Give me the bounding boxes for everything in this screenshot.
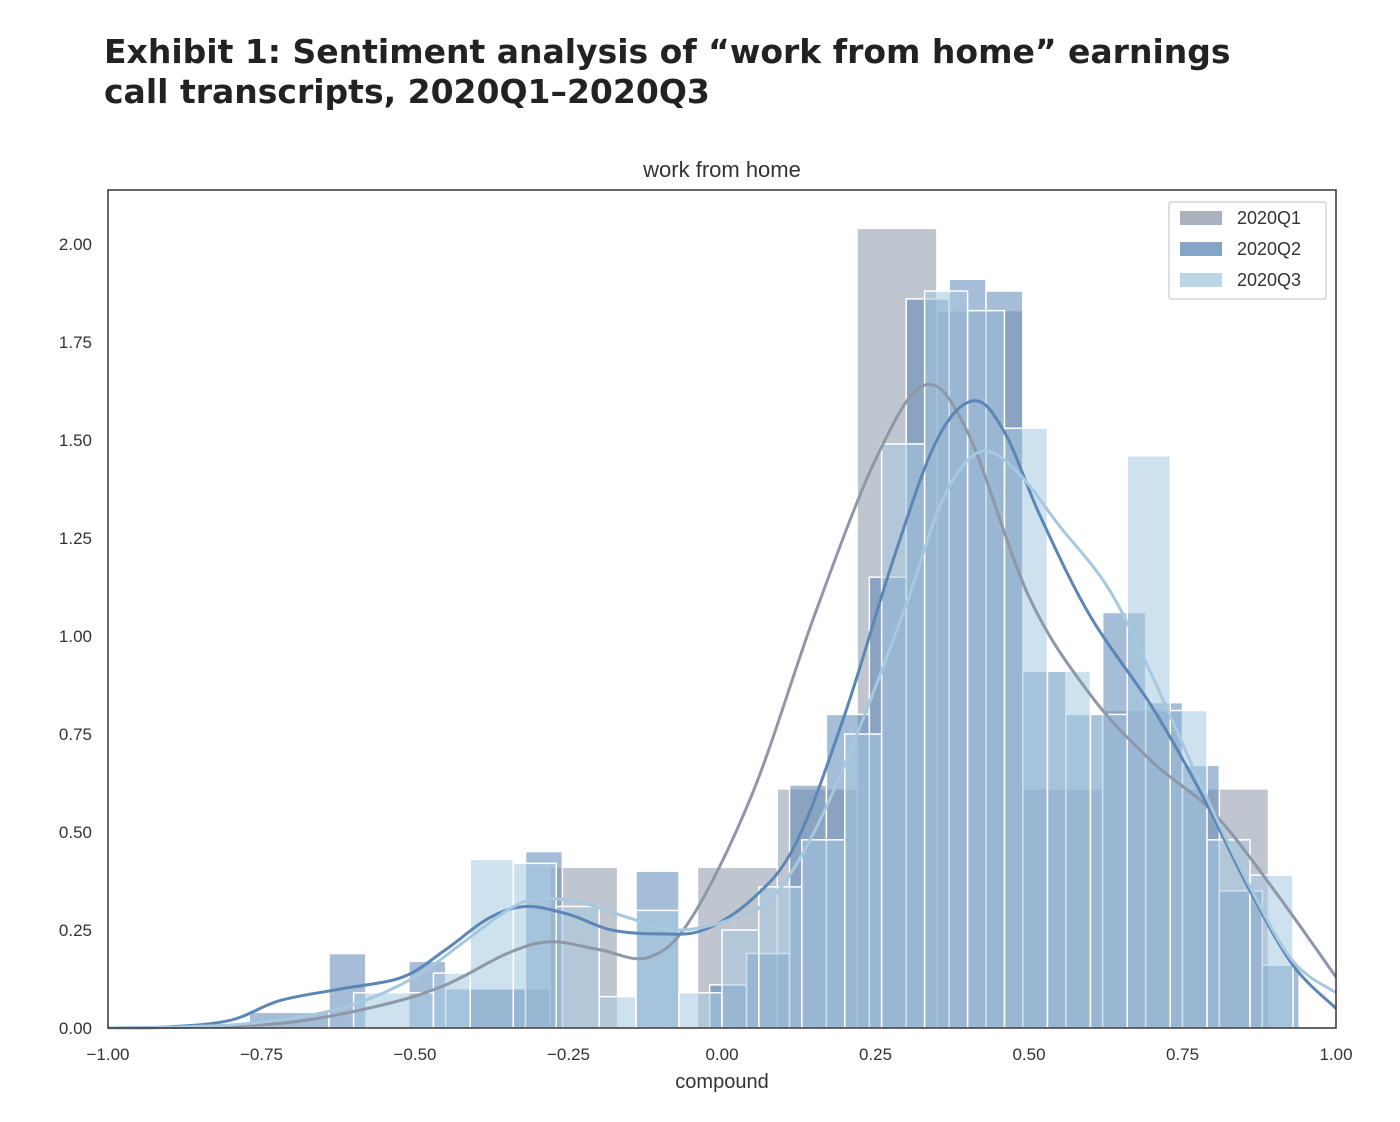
histogram-bar <box>844 733 883 1029</box>
x-tick-label: −0.75 <box>240 1045 283 1064</box>
histogram-bar <box>512 862 557 1029</box>
legend-label: 2020Q2 <box>1237 239 1301 259</box>
histogram-bar <box>469 858 514 1029</box>
kde-curves <box>107 382 1338 1030</box>
plot-frame <box>107 189 1337 1029</box>
y-tick-label: 0.50 <box>59 823 92 842</box>
y-axis: 0.00 0.25 0.50 0.75 1.00 1.25 1.50 1.75 2.00 <box>59 235 92 1038</box>
x-tick-label: 0.75 <box>1166 1045 1199 1064</box>
x-tick-label: 0.50 <box>1012 1045 1045 1064</box>
x-axis: −1.00 −0.75 −0.50 −0.25 0.00 0.25 0.50 0.75 1.00 <box>86 1045 1352 1064</box>
y-tick-label: 1.75 <box>59 333 92 352</box>
histogram-bar <box>801 839 846 1029</box>
x-axis-title: compound <box>675 1071 768 1093</box>
legend-swatch <box>1180 273 1222 287</box>
legend-item-2020Q2[interactable]: 2020Q2 <box>1180 239 1301 259</box>
histogram-bar <box>721 929 760 1029</box>
kde-line-2020Q3 <box>107 449 1337 1030</box>
x-tick-label: −1.00 <box>86 1045 129 1064</box>
histogram-bar <box>1089 713 1128 1029</box>
histogram-bar <box>1046 670 1092 1029</box>
histogram-bars <box>248 227 1300 1029</box>
kde-line-2020Q2 <box>107 399 1338 1030</box>
legend[interactable]: 2020Q1 2020Q2 2020Q3 <box>1168 201 1327 300</box>
histogram-bar <box>966 309 1006 1029</box>
x-tick-label: 0.00 <box>705 1045 738 1064</box>
x-tick-label: −0.25 <box>547 1045 590 1064</box>
plot-title: work from home <box>642 157 801 182</box>
kde-line-2020Q1 <box>107 382 1338 1030</box>
legend-item-2020Q3[interactable]: 2020Q3 <box>1180 270 1301 290</box>
x-tick-label: 0.25 <box>859 1045 892 1064</box>
y-tick-label: 1.00 <box>59 627 92 646</box>
histogram-bar <box>555 905 600 1029</box>
legend-label: 2020Q3 <box>1237 270 1301 290</box>
legend-swatch <box>1180 211 1222 225</box>
histogram-bar <box>598 995 637 1029</box>
exhibit-title: Exhibit 1: Sentiment analysis of “work f… <box>104 32 1231 111</box>
y-tick-label: 0.00 <box>59 1019 92 1038</box>
y-tick-label: 1.50 <box>59 431 92 450</box>
y-tick-label: 1.25 <box>59 529 92 548</box>
y-tick-label: 0.75 <box>59 725 92 744</box>
legend-swatch <box>1180 242 1222 256</box>
legend-label: 2020Q1 <box>1237 208 1301 228</box>
y-tick-label: 2.00 <box>59 235 92 254</box>
x-tick-label: 1.00 <box>1319 1045 1352 1064</box>
histogram-bar <box>758 886 803 1029</box>
legend-item-2020Q1[interactable]: 2020Q1 <box>1180 208 1301 228</box>
histogram-bar <box>923 290 969 1029</box>
y-tick-label: 0.25 <box>59 921 92 940</box>
x-tick-label: −0.50 <box>393 1045 436 1064</box>
histogram-bar <box>1206 839 1251 1029</box>
histogram-bar <box>1003 427 1049 1029</box>
histogram-bar <box>678 991 723 1029</box>
